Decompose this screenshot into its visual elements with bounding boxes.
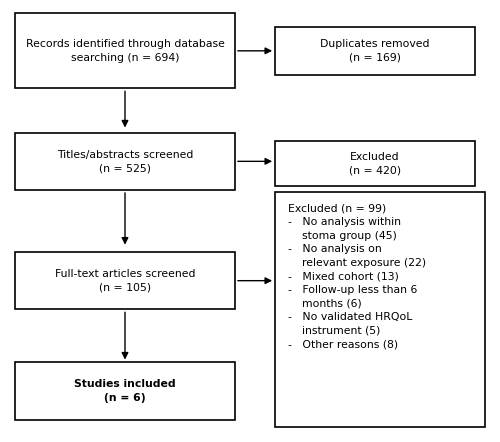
Text: Titles/abstracts screened
(n = 525): Titles/abstracts screened (n = 525) xyxy=(57,149,193,173)
FancyBboxPatch shape xyxy=(275,27,475,75)
FancyBboxPatch shape xyxy=(275,192,485,427)
FancyBboxPatch shape xyxy=(15,252,235,309)
Text: Excluded (n = 99)
-   No analysis within
    stoma group (45)
-   No analysis on: Excluded (n = 99) - No analysis within s… xyxy=(288,203,426,349)
FancyBboxPatch shape xyxy=(275,141,475,186)
Text: Duplicates removed
(n = 169): Duplicates removed (n = 169) xyxy=(320,39,430,63)
Text: Excluded
(n = 420): Excluded (n = 420) xyxy=(349,152,401,175)
Text: Studies included
(n = 6): Studies included (n = 6) xyxy=(74,379,176,403)
Text: Records identified through database
searching (n = 694): Records identified through database sear… xyxy=(26,39,224,63)
FancyBboxPatch shape xyxy=(15,13,235,88)
Text: Full-text articles screened
(n = 105): Full-text articles screened (n = 105) xyxy=(55,269,195,293)
FancyBboxPatch shape xyxy=(15,133,235,190)
FancyBboxPatch shape xyxy=(15,362,235,420)
